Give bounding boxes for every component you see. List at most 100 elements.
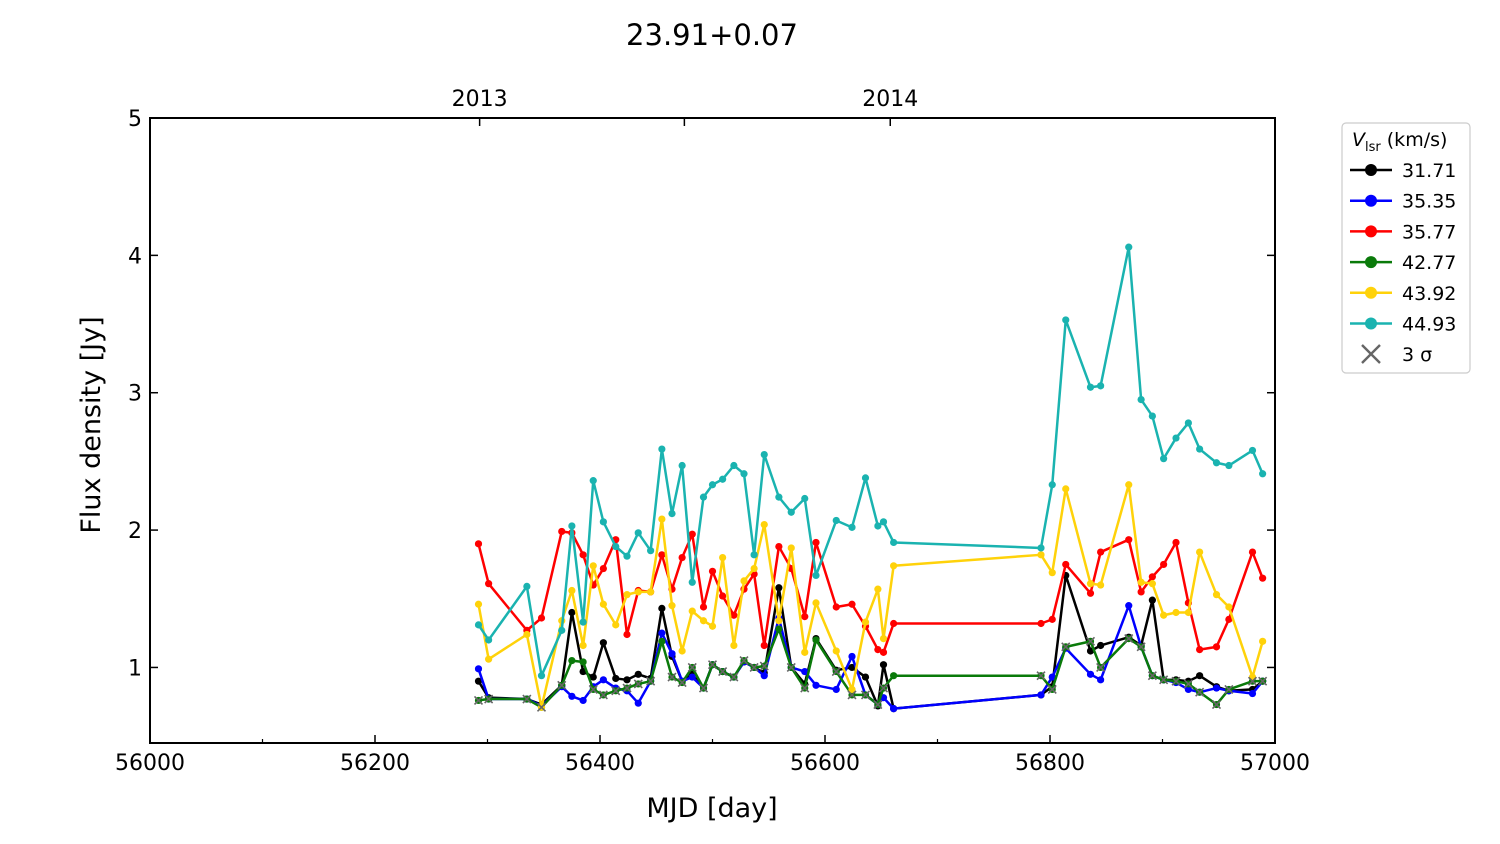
legend-box <box>1341 122 1471 374</box>
y-tick-label: 3 <box>128 382 142 407</box>
data-point <box>760 641 768 650</box>
x-tick-label: 56800 <box>1015 751 1085 776</box>
data-point <box>890 562 898 570</box>
data-point <box>1184 608 1192 617</box>
data-point <box>599 564 607 573</box>
data-point <box>634 670 642 678</box>
x-tick-label: 56400 <box>565 751 635 776</box>
data-point <box>623 630 631 639</box>
data-point <box>579 641 587 650</box>
data-point <box>801 667 809 676</box>
data-point <box>848 600 856 608</box>
data-point <box>485 636 493 644</box>
data-point <box>1148 573 1156 581</box>
data-point <box>719 592 727 600</box>
data-point <box>740 470 748 478</box>
data-point <box>1259 637 1267 645</box>
data-point <box>890 619 898 628</box>
data-point <box>1086 383 1095 391</box>
data-point <box>848 652 856 661</box>
data-point <box>1048 481 1056 489</box>
data-point <box>568 522 576 530</box>
legend-marker-3sigma <box>1361 344 1381 364</box>
data-point <box>1148 596 1156 604</box>
data-point <box>1125 243 1133 251</box>
data-point <box>474 677 483 685</box>
data-point <box>812 636 820 644</box>
data-point <box>699 603 708 611</box>
sigma3-marker <box>1211 699 1222 710</box>
data-point <box>832 685 840 694</box>
data-point <box>1062 560 1070 569</box>
data-point <box>579 696 587 705</box>
sigma3-marker <box>749 662 759 673</box>
data-point <box>801 648 809 656</box>
data-point <box>1137 395 1145 404</box>
data-point <box>874 645 882 654</box>
data-point <box>688 673 696 681</box>
data-point <box>1037 619 1045 628</box>
data-point <box>1037 551 1045 559</box>
data-point <box>1086 589 1095 597</box>
legend-marker-44.93 <box>1365 317 1377 330</box>
sigma3-marker <box>667 672 677 682</box>
data-point <box>1097 676 1105 684</box>
data-point <box>719 553 727 562</box>
data-point <box>1160 611 1168 619</box>
data-point <box>775 493 783 501</box>
legend-label: 35.77 <box>1402 221 1456 243</box>
data-point <box>848 663 856 672</box>
data-point <box>1048 615 1056 623</box>
sigma3-marker <box>860 690 871 700</box>
data-point <box>1212 591 1221 599</box>
data-point <box>1137 578 1145 586</box>
data-point <box>1125 602 1133 610</box>
data-point <box>890 538 898 547</box>
data-point <box>678 461 686 470</box>
data-point <box>537 614 546 622</box>
sigma3-marker <box>598 690 608 700</box>
data-point <box>579 658 587 666</box>
data-point <box>1172 608 1180 617</box>
data-point <box>523 582 531 591</box>
data-point <box>760 450 768 459</box>
data-point <box>699 493 708 501</box>
data-point <box>1212 684 1221 692</box>
data-point <box>1048 673 1056 681</box>
data-point <box>1196 548 1204 556</box>
data-point <box>658 445 666 453</box>
data-point <box>861 474 870 482</box>
legend-label-3sigma: 3 σ <box>1402 344 1432 366</box>
sigma3-marker <box>473 695 484 705</box>
sigma3-marker <box>759 661 769 671</box>
x-tick-label: 56000 <box>115 751 185 776</box>
data-point <box>879 635 888 643</box>
data-point <box>688 578 696 586</box>
data-point <box>832 603 840 611</box>
data-point <box>568 656 576 665</box>
data-point <box>579 551 587 559</box>
data-point <box>568 692 576 700</box>
sigma3-marker <box>1124 634 1134 644</box>
data-point <box>801 494 809 503</box>
sigma3-marker <box>687 662 697 673</box>
data-point <box>1196 445 1204 453</box>
legend: Vlsr (km/s) 31.71 35.35 35.77 42.77 43.92 44.… <box>1341 122 1471 374</box>
sigma3-marker <box>1047 684 1057 694</box>
sigma3-marker <box>484 694 494 704</box>
data-point <box>1148 580 1156 588</box>
data-point <box>890 672 898 680</box>
data-point <box>708 567 717 575</box>
legend-marker-35.35 <box>1365 194 1377 207</box>
data-point <box>612 674 620 683</box>
data-point <box>658 604 666 612</box>
data-point <box>1160 455 1168 463</box>
data-point <box>874 522 882 530</box>
sigma3-marker <box>729 672 739 682</box>
data-point <box>1225 461 1233 470</box>
data-point <box>812 538 820 547</box>
legend-label: 44.93 <box>1402 314 1456 336</box>
data-point <box>634 588 642 596</box>
data-point <box>775 625 783 633</box>
data-point <box>658 515 666 523</box>
